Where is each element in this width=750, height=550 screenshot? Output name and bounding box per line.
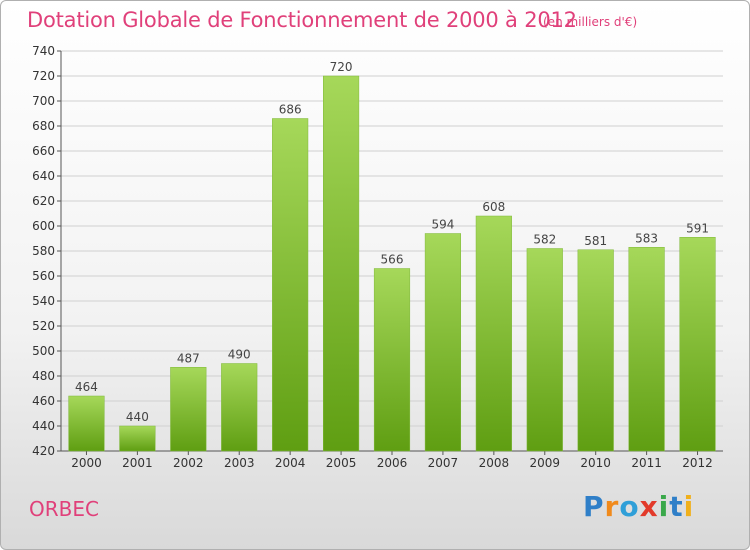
data-label: 464: [75, 380, 98, 394]
bar: [119, 425, 156, 452]
logo-letter: r: [604, 490, 620, 523]
y-tick-label: 580: [32, 244, 55, 258]
logo-letter: i: [658, 490, 670, 523]
data-label: 566: [381, 253, 404, 267]
bar: [526, 248, 563, 452]
x-tick-label: 2005: [326, 456, 357, 470]
bar: [170, 367, 207, 452]
data-label: 581: [584, 234, 607, 248]
logo-letter: P: [583, 490, 605, 523]
bar: [475, 215, 512, 452]
y-tick-label: 720: [32, 69, 55, 83]
y-tick-label: 460: [32, 394, 55, 408]
bar: [221, 363, 258, 452]
data-label: 490: [228, 348, 251, 362]
x-tick-label: 2007: [428, 456, 459, 470]
commune-name: ORBEC: [29, 497, 99, 521]
x-tick-label: 2010: [580, 456, 611, 470]
chart-title: Dotation Globale de Fonctionnement de 20…: [27, 8, 577, 32]
y-tick-label: 520: [32, 319, 55, 333]
bar: [323, 75, 360, 452]
proxiti-logo: Proxiti: [583, 490, 694, 523]
x-tick-label: 2002: [173, 456, 204, 470]
bar: [577, 249, 614, 452]
bar: [424, 233, 461, 452]
y-tick-label: 680: [32, 119, 55, 133]
bar: [373, 268, 411, 452]
y-tick-label: 500: [32, 344, 55, 358]
y-tick-label: 440: [32, 419, 55, 433]
y-tick-label: 740: [32, 44, 55, 58]
data-label: 583: [635, 231, 658, 245]
data-label: 487: [177, 351, 200, 365]
y-tick-label: 560: [32, 269, 55, 283]
y-tick-label: 700: [32, 94, 55, 108]
y-tick-label: 600: [32, 219, 55, 233]
x-tick-label: 2000: [71, 456, 102, 470]
x-tick-label: 2009: [529, 456, 560, 470]
bar: [628, 247, 665, 452]
x-tick-label: 2006: [377, 456, 408, 470]
logo-letter: i: [683, 490, 695, 523]
data-label: 608: [482, 200, 505, 214]
logo-letter: o: [619, 490, 640, 523]
x-tick-label: 2011: [631, 456, 662, 470]
bar: [68, 395, 105, 452]
x-tick-label: 2008: [479, 456, 510, 470]
data-label: 582: [533, 233, 556, 247]
logo-letter: t: [669, 490, 684, 523]
bar: [272, 118, 309, 452]
y-tick-label: 640: [32, 169, 55, 183]
bars: [68, 75, 716, 452]
x-tick-label: 2004: [275, 456, 306, 470]
y-tick-label: 480: [32, 369, 55, 383]
data-label: 440: [126, 410, 149, 424]
x-tick-label: 2001: [122, 456, 153, 470]
data-label: 594: [431, 218, 454, 232]
logo-letter: x: [639, 490, 659, 523]
y-tick-label: 420: [32, 444, 55, 458]
data-label: 720: [330, 60, 353, 74]
x-tick-label: 2012: [682, 456, 713, 470]
y-tick-label: 620: [32, 194, 55, 208]
bar: [679, 237, 716, 452]
data-label: 686: [279, 103, 302, 117]
x-tick-label: 2003: [224, 456, 255, 470]
labels: 420 440 460 480 500 520 540 560 580 600 620 640 660 6…: [32, 44, 713, 470]
unit-label: (en milliers d'€): [543, 15, 638, 29]
y-tick-label: 540: [32, 294, 55, 308]
y-tick-label: 660: [32, 144, 55, 158]
data-label: 591: [686, 221, 709, 235]
